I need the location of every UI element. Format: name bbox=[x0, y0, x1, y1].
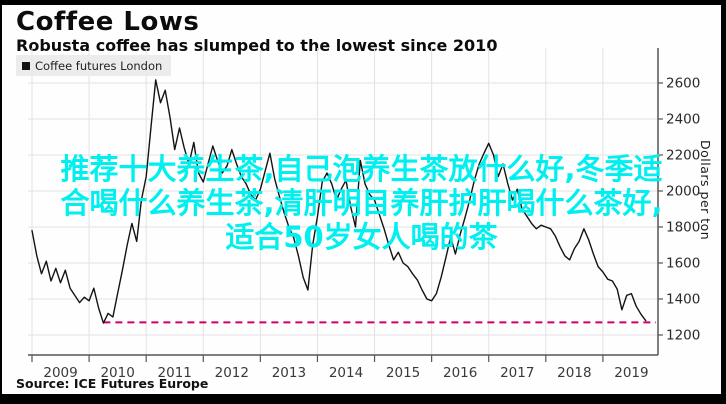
x-axis-tick-label: 2017 bbox=[500, 365, 534, 381]
x-axis-tick-label: 2014 bbox=[329, 365, 363, 381]
y-axis-tick-label: 1800 bbox=[666, 220, 700, 236]
x-axis-tick-label: 2009 bbox=[43, 365, 77, 381]
y-axis-tick-label: 2600 bbox=[666, 76, 700, 92]
y-axis-tick-label: 1200 bbox=[666, 328, 700, 344]
legend-marker-icon bbox=[22, 61, 30, 70]
watermark-line-2: 合喝什么养生茶,清肝明目养肝护肝喝什么茶好, bbox=[60, 186, 663, 220]
y-axis-tick-label: 2000 bbox=[666, 184, 700, 200]
y-axis-tick-label: 1600 bbox=[666, 256, 700, 272]
watermark-overlay: 推荐十大养生茶,自己泡养生茶放什么好,冬季适 合喝什么养生茶,清肝明目养肝护肝喝… bbox=[2, 152, 721, 254]
y-axis-title: Dollars per ton bbox=[698, 140, 713, 241]
x-axis-tick-label: 2011 bbox=[158, 365, 192, 381]
price-line-series bbox=[31, 79, 647, 324]
source-label: Source: ICE Futures Europe bbox=[16, 376, 209, 391]
chart-canvas: Coffee Lows Robusta coffee has slumped t… bbox=[2, 5, 721, 394]
y-axis-tick-label: 2400 bbox=[666, 112, 700, 128]
x-axis-tick-label: 2012 bbox=[215, 365, 249, 381]
x-axis-tick-label: 2018 bbox=[557, 365, 591, 381]
x-axis-tick-label: 2019 bbox=[614, 365, 648, 381]
x-axis-tick-label: 2010 bbox=[100, 365, 134, 381]
y-axis-tick-label: 2200 bbox=[666, 148, 700, 164]
legend: Coffee futures London bbox=[16, 55, 172, 76]
chart-subtitle: Robusta coffee has slumped to the lowest… bbox=[16, 36, 498, 55]
watermark-line-3: 适合50岁女人喝的茶 bbox=[225, 220, 498, 254]
chart-title: Coffee Lows bbox=[16, 7, 200, 37]
x-axis-tick-label: 2013 bbox=[272, 365, 306, 381]
legend-label: Coffee futures London bbox=[35, 58, 163, 73]
y-axis-tick-label: 1400 bbox=[666, 292, 700, 308]
x-axis-tick-label: 2015 bbox=[386, 365, 420, 381]
watermark-line-1: 推荐十大养生茶,自己泡养生茶放什么好,冬季适 bbox=[60, 152, 663, 186]
x-axis-tick-label: 2016 bbox=[443, 365, 477, 381]
